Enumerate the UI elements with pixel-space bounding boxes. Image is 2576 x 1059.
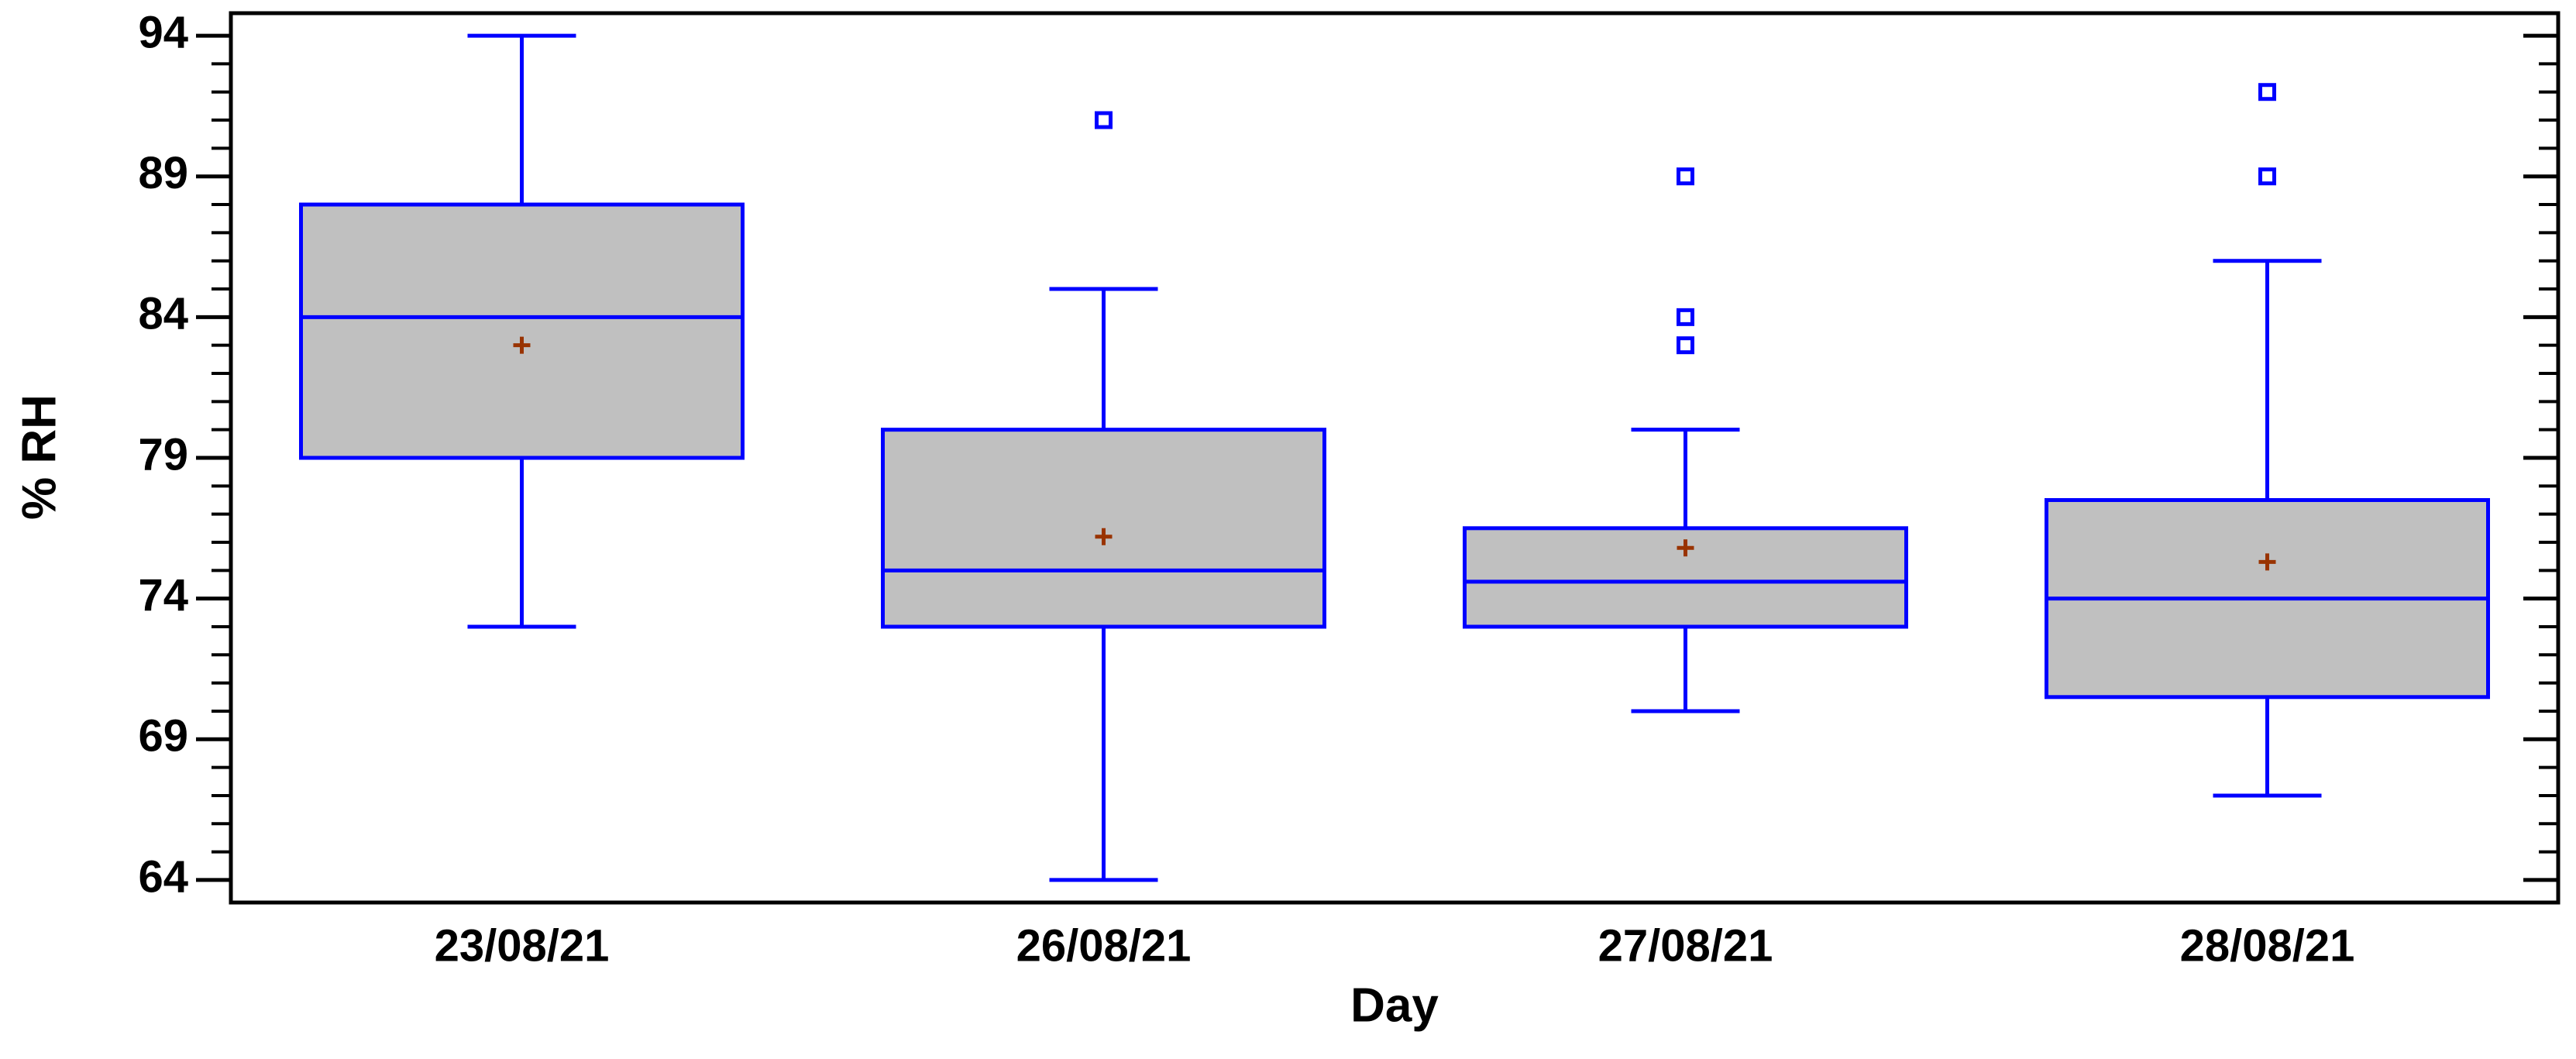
x-axis-title: Day [1350, 978, 1439, 1032]
outlier [1677, 167, 1694, 186]
outlier [1677, 336, 1694, 355]
y-tick-label: 89 [138, 148, 188, 198]
y-axis-title: % RH [12, 394, 66, 520]
x-tick-label: 23/08/21 [435, 920, 610, 971]
x-tick-label: 26/08/21 [1016, 920, 1192, 971]
outlier [1095, 111, 1113, 129]
x-tick-label: 27/08/21 [1598, 920, 1773, 971]
y-tick-label: 69 [138, 711, 188, 762]
outlier [2258, 83, 2276, 101]
y-tick-label: 64 [138, 851, 188, 902]
outlier [2258, 167, 2276, 186]
y-tick-label: 84 [138, 289, 188, 339]
mean-marker [2258, 553, 2276, 571]
mean-marker [1677, 539, 1694, 557]
y-tick-label: 79 [138, 429, 188, 480]
mean-marker [513, 336, 531, 354]
y-tick-label: 94 [138, 7, 188, 57]
mean-marker [1095, 528, 1113, 545]
box [299, 202, 745, 460]
outlier [1677, 308, 1694, 326]
x-tick-label: 28/08/21 [2180, 920, 2355, 971]
y-tick-label: 74 [138, 570, 188, 621]
